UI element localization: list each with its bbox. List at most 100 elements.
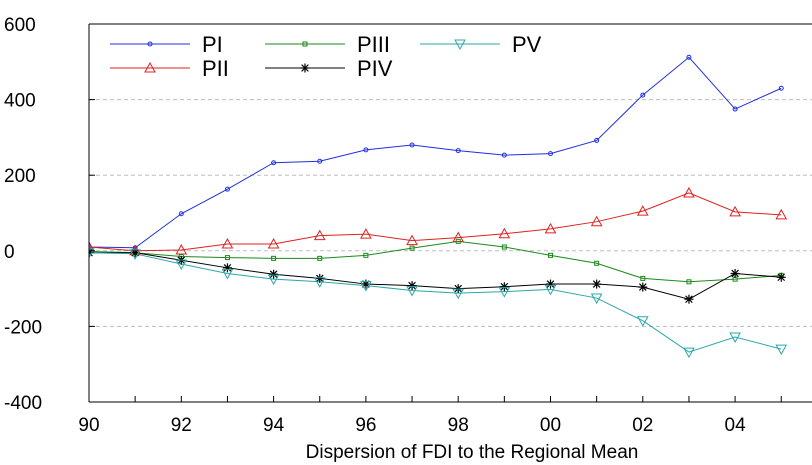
- series-line-pii: [89, 192, 782, 252]
- data-point-pi: [548, 151, 553, 157]
- data-point-piii: [501, 244, 507, 250]
- data-point-piv: [638, 282, 648, 292]
- y-tick-label: 600: [4, 15, 36, 36]
- x-tick-label: 00: [540, 415, 561, 436]
- data-point-pv: [590, 293, 603, 305]
- x-tick-label: 92: [171, 415, 192, 436]
- legend-swatch-marker: [300, 63, 310, 73]
- x-tick-label: 98: [448, 415, 469, 436]
- data-point-pv: [129, 249, 141, 260]
- data-point-pii: [775, 208, 788, 220]
- legend-label: PI: [202, 32, 223, 57]
- data-point-pv: [267, 274, 280, 286]
- x-tick-label: 02: [632, 415, 653, 436]
- data-point-pii: [498, 227, 511, 239]
- data-point-pv: [544, 284, 557, 296]
- data-point-pii: [313, 229, 326, 241]
- series-line-piv: [89, 252, 782, 300]
- data-point-pi: [89, 244, 92, 250]
- data-point-pv: [683, 347, 695, 359]
- data-point-piv: [453, 284, 463, 294]
- data-point-piii: [594, 260, 600, 266]
- data-point-pi: [271, 160, 277, 166]
- data-point-pi: [501, 152, 507, 158]
- data-point-piii: [224, 255, 230, 261]
- legend-label: PIV: [357, 56, 393, 81]
- data-point-pv: [498, 287, 511, 298]
- legend-swatch-marker: [302, 41, 308, 47]
- series-markers: [89, 54, 788, 359]
- y-tick-label: -200: [4, 317, 42, 338]
- data-point-piii: [686, 279, 692, 285]
- data-point-pi: [409, 142, 415, 148]
- data-point-pi: [363, 147, 369, 153]
- data-point-pii: [544, 222, 557, 234]
- data-point-pv: [775, 344, 788, 356]
- data-point-pii: [89, 240, 95, 252]
- x-axis-title: Dispersion of FDI to the Regional Mean: [306, 442, 639, 463]
- tick-labels: -400 -200 0 200 400 600 90 92 94 96 98 00 02 04: [4, 15, 746, 436]
- data-point-pv: [636, 316, 649, 327]
- data-point-piii: [317, 255, 323, 261]
- data-point-pii: [590, 215, 603, 227]
- legend-swatch-marker: [147, 41, 153, 47]
- data-point-pv: [406, 285, 418, 297]
- data-point-piii: [409, 245, 415, 251]
- data-point-pi: [594, 137, 600, 143]
- data-point-piv: [499, 282, 509, 292]
- data-point-pv: [221, 268, 234, 280]
- data-point-pii: [683, 186, 695, 198]
- data-point-piii: [363, 252, 369, 258]
- data-point-piv: [730, 268, 740, 278]
- data-point-pi: [732, 106, 738, 112]
- y-tick-label: -400: [4, 393, 42, 414]
- data-point-pv: [89, 248, 95, 259]
- data-point-pi: [778, 85, 784, 91]
- data-point-piv: [684, 294, 694, 304]
- x-tick-label: 90: [78, 415, 99, 436]
- data-point-piii: [455, 238, 461, 244]
- data-point-piii: [271, 255, 277, 261]
- legend-label: PIII: [357, 32, 390, 57]
- series-line-pi: [89, 56, 782, 249]
- data-point-pii: [221, 237, 234, 249]
- data-point-pi: [455, 148, 461, 154]
- data-point-pv: [452, 288, 465, 300]
- data-point-pii: [406, 234, 418, 246]
- data-point-pi: [178, 211, 184, 217]
- y-tick-label: 200: [4, 166, 36, 187]
- data-point-piv: [407, 281, 417, 291]
- data-point-piv: [546, 279, 555, 289]
- data-point-pv: [360, 281, 372, 292]
- data-point-piii: [640, 275, 646, 281]
- legend: PI PIII PV PII PIV: [110, 32, 542, 81]
- series-line-piii: [89, 240, 782, 283]
- data-point-pi: [686, 54, 692, 60]
- data-point-pv: [175, 259, 188, 271]
- data-point-piv: [776, 272, 786, 282]
- grid-lines: [89, 99, 812, 327]
- y-tick-label: 0: [4, 242, 15, 263]
- data-point-pii: [729, 205, 741, 217]
- data-point-pv: [313, 277, 326, 288]
- data-point-piv: [269, 269, 279, 279]
- data-point-pii: [267, 237, 280, 249]
- data-point-pii: [452, 231, 465, 243]
- data-point-piii: [89, 249, 92, 255]
- data-point-piv: [592, 279, 602, 289]
- legend-item-piv: PIV: [265, 56, 393, 81]
- series-lines: [89, 56, 782, 353]
- series-line-pv: [89, 252, 782, 353]
- data-point-piv: [222, 263, 232, 273]
- data-point-piii: [548, 252, 553, 258]
- legend-swatch-marker: [144, 61, 156, 73]
- y-tick-label: 400: [4, 91, 36, 112]
- legend-label: PII: [202, 56, 229, 81]
- axes: [88, 23, 812, 403]
- x-tick-label: 94: [263, 415, 285, 436]
- legend-item-pi: PI: [110, 32, 223, 57]
- legend-item-pii: PII: [110, 56, 229, 81]
- data-point-piv: [315, 273, 325, 283]
- data-point-pii: [636, 205, 649, 216]
